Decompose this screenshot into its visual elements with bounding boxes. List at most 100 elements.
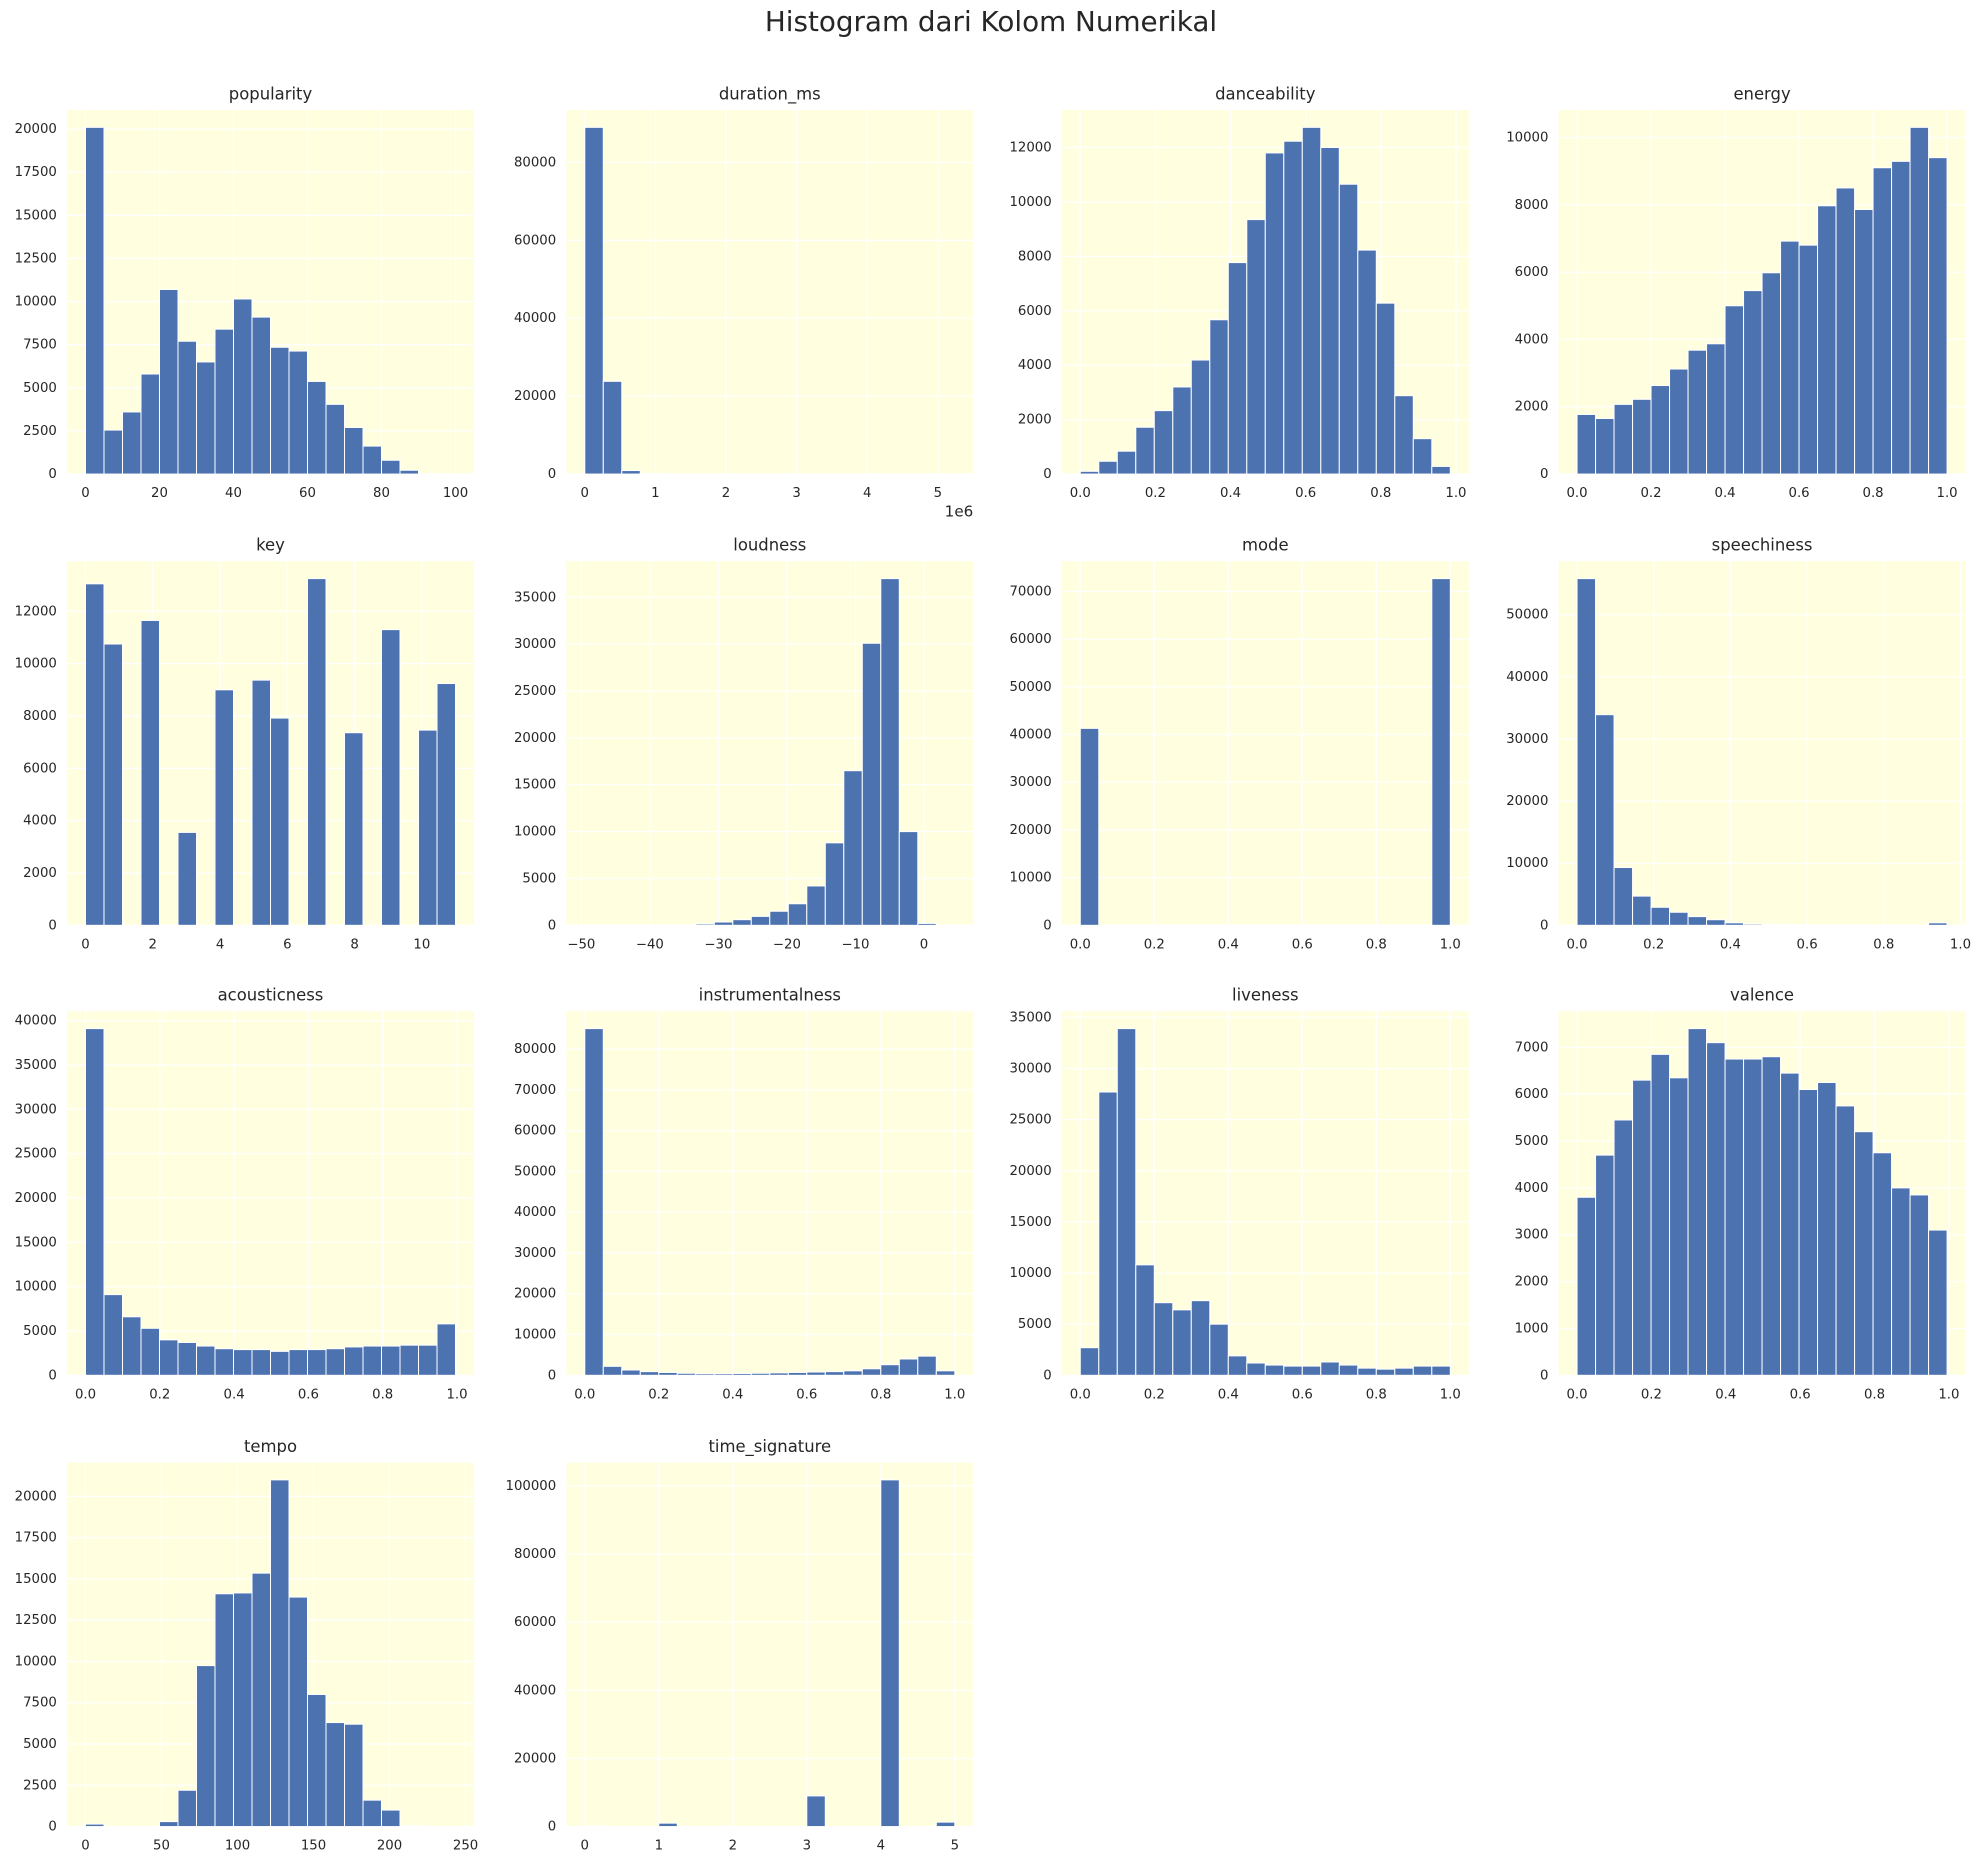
x-tick-label: −50 [567, 937, 595, 952]
bar [880, 1479, 900, 1828]
bar [399, 1344, 420, 1376]
bar [1761, 272, 1782, 475]
subplot-title: speechiness [1712, 536, 1813, 555]
subplot-title: energy [1733, 84, 1791, 103]
bar [1079, 470, 1100, 475]
bar [381, 459, 401, 475]
x-tick-label: 40 [225, 486, 242, 501]
bar [1576, 413, 1597, 475]
bar [1650, 906, 1671, 926]
y-tick-label: 0 [48, 1368, 56, 1383]
bar [1172, 386, 1192, 475]
y-tick-label: 50000 [1009, 680, 1051, 695]
bar [621, 1369, 641, 1376]
bar [103, 1294, 124, 1376]
bar [1431, 578, 1451, 926]
x-tick-label: 0.4 [1715, 1387, 1736, 1402]
y-tick-label: 20000 [15, 1191, 57, 1206]
bar [436, 1323, 457, 1376]
bar [84, 1823, 105, 1828]
x-tick-label: 0.2 [1144, 937, 1165, 952]
y-tick-label: 80000 [514, 1547, 556, 1562]
bar [750, 1372, 771, 1376]
bar [1153, 410, 1174, 475]
bar [1320, 1361, 1340, 1376]
x-tick-label: 0.4 [1720, 937, 1741, 952]
y-tick-label: 25000 [15, 1147, 57, 1162]
bar [898, 831, 919, 926]
y-tick-label: 8000 [1018, 249, 1052, 264]
bar [1928, 157, 1948, 475]
bar [1891, 1187, 1911, 1376]
bar [1357, 1367, 1377, 1376]
y-tick-label: 4000 [23, 814, 57, 829]
x-tick-label: −20 [773, 937, 801, 952]
bar [621, 470, 641, 475]
y-tick-label: 12000 [15, 604, 57, 619]
bar [880, 578, 900, 926]
bar [251, 316, 272, 475]
bar [214, 689, 235, 926]
x-tick-label: 200 [377, 1839, 402, 1854]
bar [251, 679, 272, 926]
bar [1246, 1362, 1266, 1376]
bar [1431, 465, 1451, 475]
plot-area [1061, 561, 1469, 926]
x-tick-label: 0 [81, 486, 89, 501]
x-tick-label: 0.6 [1789, 486, 1810, 501]
y-tick-label: 30000 [1506, 732, 1548, 747]
y-tick-label: 10000 [514, 825, 556, 840]
bar [1613, 867, 1634, 926]
bar [1669, 1077, 1689, 1376]
x-tick-label: 0.8 [372, 1387, 393, 1402]
y-tick-label: 40000 [514, 1683, 556, 1698]
x-tick-label: 0.0 [1070, 937, 1091, 952]
bar [306, 578, 327, 926]
bar [1375, 302, 1396, 475]
y-tick-label: 0 [48, 467, 56, 482]
bar [1172, 1309, 1192, 1376]
subplot: 0 2000 4000 6000 8000 10000 12000 0 2 4 6 8 10 key [15, 536, 475, 952]
bar [769, 1372, 789, 1376]
y-tick-label: 20000 [1009, 1164, 1051, 1179]
bar [288, 1349, 309, 1376]
x-tick-label: 0 [920, 937, 928, 952]
bar [103, 643, 124, 926]
bar [1743, 1058, 1763, 1376]
x-tick-label: 0.8 [1366, 937, 1387, 952]
bar [1632, 398, 1652, 475]
y-tick-label: 5000 [23, 1737, 57, 1752]
y-tick-label: 0 [1043, 1368, 1051, 1383]
bar [639, 472, 660, 475]
x-tick-label: 0.8 [1873, 937, 1894, 952]
x-tick-label: 2 [722, 486, 730, 501]
x-tick-label: 0.8 [1370, 486, 1391, 501]
x-tick-label: 1 [651, 486, 659, 501]
subplot-title: loudness [733, 536, 806, 555]
bar [1743, 290, 1763, 475]
bar [381, 1809, 401, 1828]
y-tick-label: 3000 [1515, 1228, 1549, 1243]
x-tick-label: 0.0 [574, 1387, 595, 1402]
subplot: 0 1000 2000 3000 4000 5000 6000 7000 0.0 0.2 0.4 0.… [1515, 986, 1966, 1402]
x-tick-label: 3 [792, 486, 800, 501]
y-tick-label: 0 [548, 918, 556, 933]
x-tick-label: 10 [413, 937, 430, 952]
x-tick-label: −30 [704, 937, 732, 952]
y-tick-label: 10000 [514, 1328, 556, 1343]
bar [824, 842, 845, 926]
x-tick-label: 6 [283, 937, 291, 952]
bar [269, 346, 290, 475]
y-tick-label: 20000 [514, 731, 556, 746]
y-tick-label: 5000 [23, 1324, 57, 1339]
y-tick-label: 10000 [15, 1654, 57, 1669]
bar [584, 1028, 604, 1376]
y-tick-label: 2000 [1018, 413, 1052, 428]
bar [1301, 1365, 1322, 1376]
y-tick-label: 15000 [514, 778, 556, 793]
bar [1595, 1154, 1615, 1376]
bar [418, 729, 438, 926]
bar [1817, 1081, 1837, 1376]
bar [861, 1368, 882, 1376]
bar [140, 373, 161, 475]
